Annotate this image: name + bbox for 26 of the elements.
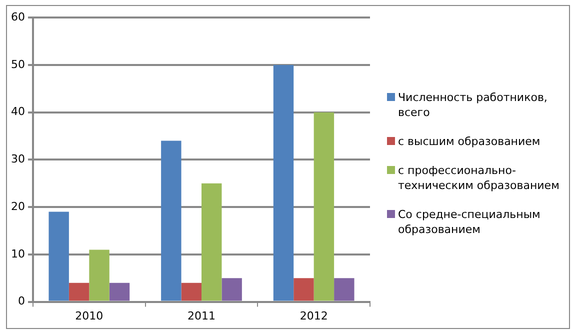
bar xyxy=(273,64,294,301)
y-tick-label: 0 xyxy=(18,294,25,308)
y-tick-label: 30 xyxy=(10,152,25,166)
y-tick-label: 40 xyxy=(10,105,25,118)
legend-label: с высшим образованием xyxy=(398,134,540,149)
bar xyxy=(202,183,222,301)
y-tick-label: 20 xyxy=(10,200,25,213)
bar xyxy=(294,278,314,301)
y-tick-label: 10 xyxy=(10,247,25,260)
bar xyxy=(89,250,110,301)
bar xyxy=(109,282,130,301)
bar xyxy=(68,282,90,301)
bar xyxy=(222,278,242,301)
legend-label: Численность работников, всего xyxy=(398,90,548,120)
x-tick-label: 2010 xyxy=(75,309,104,322)
bar xyxy=(161,140,182,301)
bar xyxy=(181,282,202,301)
legend-label: с профессионально-техническим образованием xyxy=(398,163,560,193)
x-tick-label: 2012 xyxy=(300,309,328,322)
y-tick-label: 50 xyxy=(10,58,25,71)
bar xyxy=(334,278,354,301)
bar xyxy=(48,212,69,301)
legend-label: Со средне-специальным образованием xyxy=(398,207,542,237)
y-tick-label: 60 xyxy=(10,10,25,24)
x-tick-label: 2011 xyxy=(188,309,216,322)
bar xyxy=(314,112,334,301)
